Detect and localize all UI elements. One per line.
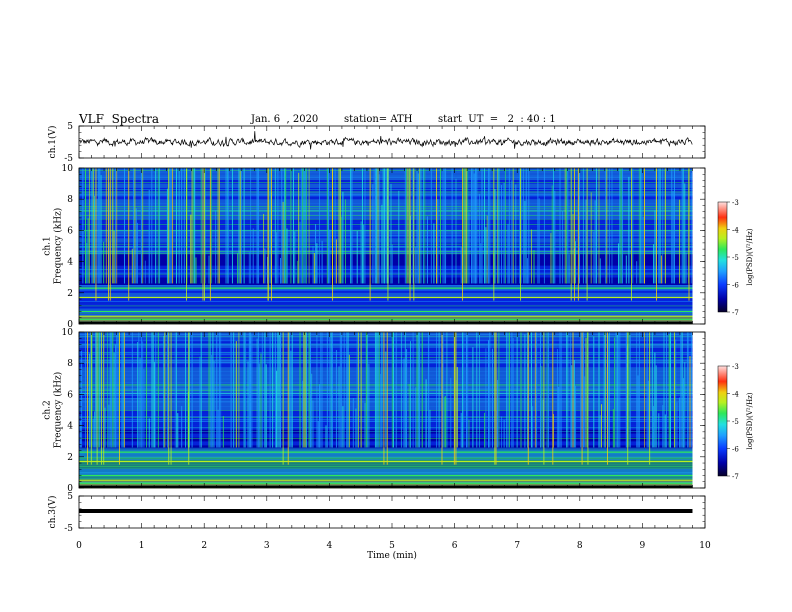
plot-title: VLF Spectra xyxy=(79,112,160,126)
xtick-6: 6 xyxy=(452,541,458,551)
svg-text:ch.3(V): ch.3(V) xyxy=(47,496,58,529)
ch2-spec-ytick-8: 8 xyxy=(67,359,73,369)
ch2-colorbar-tick--6: -6 xyxy=(732,446,739,454)
ch2-spec-ytick-10: 10 xyxy=(62,328,74,338)
svg-text:Frequency (kHz): Frequency (kHz) xyxy=(53,372,64,449)
ch2-colorbar xyxy=(717,365,728,477)
ch1-spec-ytick-4: 4 xyxy=(67,258,73,268)
svg-text:log(PSD)(V²/Hz): log(PSD)(V²/Hz) xyxy=(746,228,754,285)
ch2-colorbar-label: log(PSD)(V²/Hz) xyxy=(746,392,754,449)
ch1-colorbar-tick--6: -6 xyxy=(732,282,739,290)
ch1-colorbar xyxy=(717,201,728,313)
ch1-spectrogram-ylabel: ch.1 Frequency (kHz) xyxy=(43,208,64,285)
station-label: station= ATH xyxy=(344,114,413,125)
ch2-spec-ytick-6: 6 xyxy=(67,390,73,400)
svg-text:Frequency (kHz): Frequency (kHz) xyxy=(53,208,64,285)
ch3-ytick--5: -5 xyxy=(64,524,73,534)
ch1-colorbar-tick--7: -7 xyxy=(732,309,739,317)
ch1-waveform-trace xyxy=(78,131,693,150)
xtick-2: 2 xyxy=(201,541,207,551)
svg-text:ch.1(V): ch.1(V) xyxy=(47,126,58,159)
ch1-spec-ytick-10: 10 xyxy=(62,164,74,174)
ch1-ytick--5: -5 xyxy=(64,154,73,164)
ch3-ytick-5: 5 xyxy=(67,492,73,502)
ch3-ylabel: ch.3(V) xyxy=(47,496,58,529)
xtick-7: 7 xyxy=(514,541,520,551)
xtick-3: 3 xyxy=(264,541,270,551)
xtick-4: 4 xyxy=(327,541,333,551)
ch2-colorbar-tick--4: -4 xyxy=(732,391,739,399)
ch1-spec-ytick-6: 6 xyxy=(67,226,73,236)
ch1-colorbar-tick--4: -4 xyxy=(732,227,739,235)
ch2-spectrogram-image xyxy=(78,332,693,489)
ch2-spec-ytick-2: 2 xyxy=(67,453,73,463)
date-label: Jan. 6 , 2020 xyxy=(251,114,319,125)
svg-text:ch.1: ch.1 xyxy=(43,236,53,255)
ch2-colorbar-tick--5: -5 xyxy=(732,418,739,426)
ch1-spec-ytick-0: 0 xyxy=(67,320,73,330)
xtick-5: 5 xyxy=(389,541,395,551)
ch2-spectrogram-ylabel: ch.2 Frequency (kHz) xyxy=(43,372,64,449)
ch2-spec-ytick-4: 4 xyxy=(67,422,73,432)
ch2-spec-ytick-0: 0 xyxy=(67,484,73,494)
xtick-1: 1 xyxy=(139,541,145,551)
x-axis-label: Time (min) xyxy=(367,550,417,561)
ch1-colorbar-tick--5: -5 xyxy=(732,254,739,262)
ch1-spec-ytick-8: 8 xyxy=(67,195,73,205)
xtick-8: 8 xyxy=(577,541,583,551)
xtick-9: 9 xyxy=(640,541,646,551)
ch1-colorbar-label: log(PSD)(V²/Hz) xyxy=(746,228,754,285)
ch1-spec-ytick-2: 2 xyxy=(67,289,73,299)
ch1-spectrogram-image xyxy=(78,168,693,325)
xtick-0: 0 xyxy=(76,541,82,551)
ch1-colorbar-tick--3: -3 xyxy=(732,199,739,207)
ch2-colorbar-tick--3: -3 xyxy=(732,363,739,371)
svg-text:log(PSD)(V²/Hz): log(PSD)(V²/Hz) xyxy=(746,392,754,449)
xtick-10: 10 xyxy=(699,541,711,551)
svg-text:ch.2: ch.2 xyxy=(43,400,53,419)
ch1-ytick-5: 5 xyxy=(67,122,73,132)
start-time-label: start UT = 2 : 40 : 1 xyxy=(438,114,556,125)
ch1-ylabel: ch.1(V) xyxy=(47,126,58,159)
ch2-colorbar-tick--7: -7 xyxy=(732,473,739,481)
